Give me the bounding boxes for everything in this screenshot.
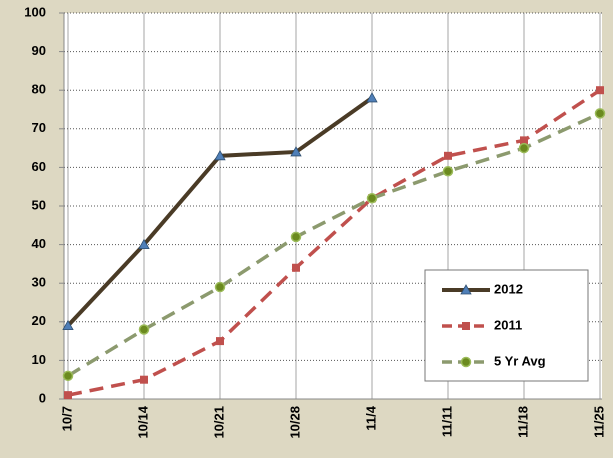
- marker: [594, 108, 606, 119]
- marker: [140, 375, 148, 384]
- y-tick-label: 40: [32, 236, 46, 251]
- legend-label: 5 Yr Avg: [494, 353, 546, 368]
- marker: [460, 356, 472, 368]
- marker: [214, 149, 226, 161]
- y-tick-label: 70: [32, 120, 46, 135]
- y-tick-label: 80: [32, 82, 46, 97]
- series-line: [67, 88, 601, 397]
- marker: [290, 146, 302, 157]
- x-tick-label: 11/11: [439, 406, 454, 437]
- marker: [442, 166, 454, 177]
- y-tick-label: 20: [32, 313, 46, 328]
- x-tick-label: 10/14: [135, 405, 150, 438]
- marker: [462, 322, 470, 330]
- series-line: [67, 111, 601, 378]
- marker: [366, 92, 378, 103]
- marker: [62, 370, 74, 382]
- marker: [290, 231, 302, 243]
- y-tick-label: 60: [32, 159, 46, 174]
- y-tick-label: 100: [24, 4, 46, 19]
- marker: [366, 193, 378, 204]
- marker: [216, 337, 224, 346]
- marker: [292, 263, 300, 272]
- x-tick-label: 11/4: [363, 405, 378, 430]
- marker: [214, 281, 226, 293]
- marker: [596, 86, 604, 95]
- marker: [62, 319, 74, 331]
- legend-label: 2011: [494, 317, 522, 332]
- x-tick-label: 11/25: [591, 406, 606, 438]
- y-tick-label: 50: [32, 197, 46, 212]
- x-tick-label: 10/28: [287, 406, 302, 439]
- marker: [138, 238, 150, 249]
- y-tick-label: 0: [39, 390, 46, 405]
- marker: [460, 284, 472, 295]
- marker: [520, 136, 528, 145]
- legend-label: 2012: [494, 281, 523, 296]
- x-tick-label: 10/21: [211, 406, 226, 439]
- x-tick-label: 11/18: [515, 406, 530, 438]
- y-tick-label: 10: [32, 352, 46, 367]
- marker: [518, 142, 530, 154]
- marker: [444, 151, 452, 160]
- legend: 2012 2011 5 Yr Avg: [424, 269, 589, 382]
- marker: [138, 324, 150, 335]
- marker: [64, 391, 72, 400]
- y-tick-label: 30: [32, 275, 46, 290]
- y-tick-label: 90: [32, 43, 46, 58]
- x-tick-label: 10/7: [59, 406, 74, 431]
